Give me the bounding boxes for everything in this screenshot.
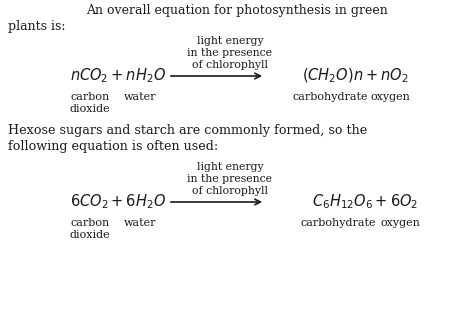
Text: carbohydrate: carbohydrate [300,218,376,228]
Text: An overall equation for photosynthesis in green: An overall equation for photosynthesis i… [86,4,388,17]
Text: light energy: light energy [197,162,264,172]
Text: water: water [124,92,156,102]
Text: $(CH_2O)n + nO_2$: $(CH_2O)n + nO_2$ [302,67,408,85]
Text: of chlorophyll: of chlorophyll [192,186,268,196]
Text: in the presence: in the presence [188,48,273,58]
Text: carbon: carbon [70,92,109,102]
Text: plants is:: plants is: [8,20,65,33]
Text: $C_6H_{12}O_6 + 6O_2$: $C_6H_{12}O_6 + 6O_2$ [312,193,418,211]
Text: oxygen: oxygen [380,218,420,228]
Text: dioxide: dioxide [70,104,110,114]
Text: $nCO_2 + nH_2O$: $nCO_2 + nH_2O$ [70,67,166,85]
Text: carbohydrate: carbohydrate [292,92,368,102]
Text: Hexose sugars and starch are commonly formed, so the: Hexose sugars and starch are commonly fo… [8,124,367,137]
Text: in the presence: in the presence [188,174,273,184]
Text: $6CO_2 + 6H_2O$: $6CO_2 + 6H_2O$ [70,193,166,211]
Text: of chlorophyll: of chlorophyll [192,60,268,70]
Text: light energy: light energy [197,36,264,46]
Text: carbon: carbon [70,218,109,228]
Text: oxygen: oxygen [370,92,410,102]
Text: following equation is often used:: following equation is often used: [8,140,218,153]
Text: dioxide: dioxide [70,230,110,240]
Text: water: water [124,218,156,228]
